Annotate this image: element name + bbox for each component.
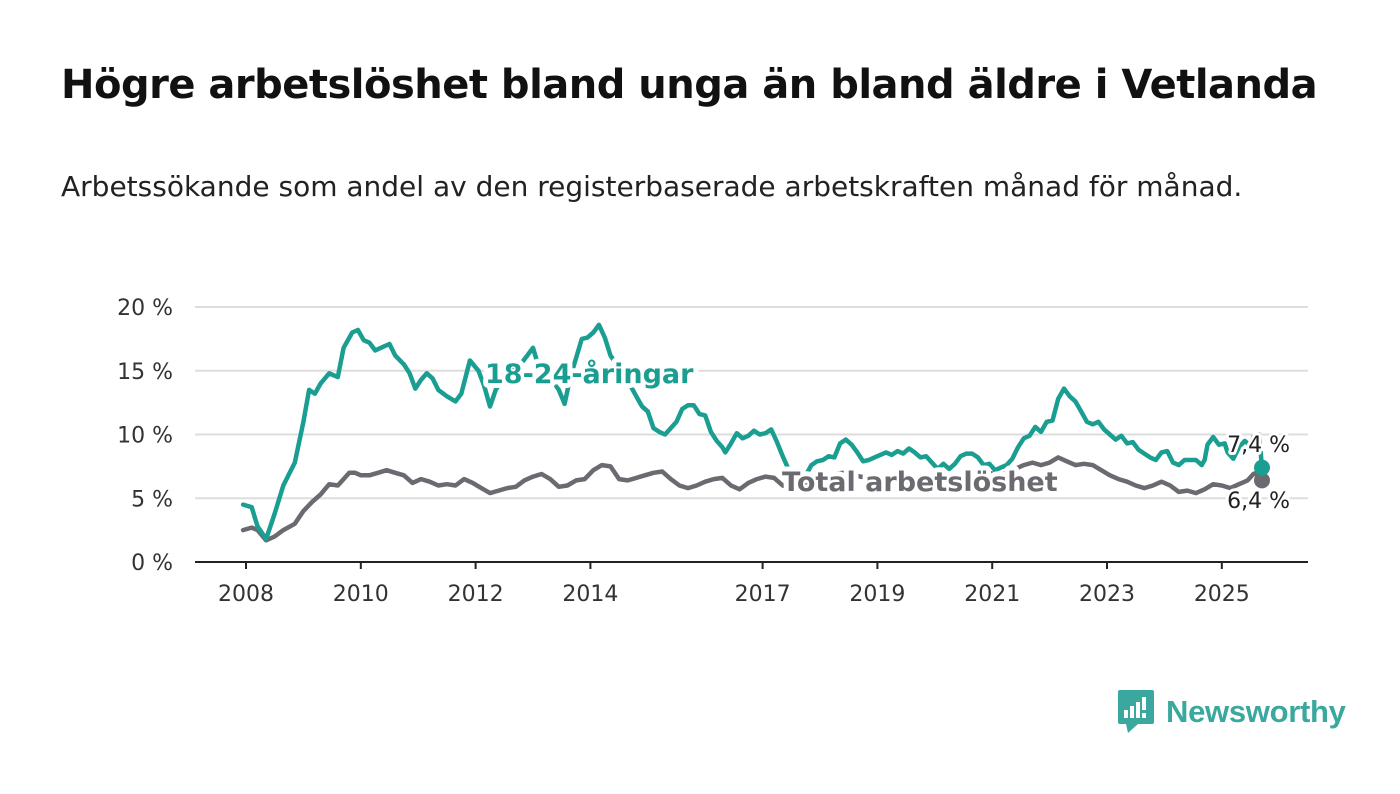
series-end-point-total-arbetsl-shet — [1254, 472, 1270, 489]
series-label-18-24-ringar: 18-24-åringar — [485, 358, 694, 390]
x-tick-label-2023: 2023 — [1079, 582, 1135, 607]
series-end-point-18-24-ringar — [1254, 459, 1270, 476]
page-subtitle: Arbetssökande som andel av den registerb… — [61, 170, 1243, 203]
series-label-total-arbetsl-shet: Total arbetslöshet — [782, 467, 1058, 498]
x-tick-label-2008: 2008 — [218, 582, 274, 607]
y-tick-label-15: 15 % — [117, 360, 173, 385]
x-tick-label-2021: 2021 — [964, 582, 1020, 607]
newsworthy-logo-icon — [1118, 690, 1154, 733]
y-tick-label-20: 20 % — [117, 296, 173, 321]
label-layer: 18-24-åringar Total arbetslöshet 7,4 % 6,4 … — [480, 353, 1293, 517]
end-value-label-total-arbetsl-shet: 6,4 % — [1227, 489, 1290, 514]
x-tick-label-2017: 2017 — [735, 582, 791, 607]
y-tick-label-5: 5 % — [131, 487, 173, 512]
x-tick-label-2014: 2014 — [562, 582, 618, 607]
x-tick-label-2025: 2025 — [1194, 582, 1250, 607]
page-title: Högre arbetslöshet bland unga än bland ä… — [61, 62, 1318, 108]
y-tick-label-10: 10 % — [117, 424, 173, 449]
newsworthy-logo: Newsworthy — [1118, 690, 1346, 734]
series-line-total-arbetsl-shet — [240, 455, 1265, 543]
brand-name: Newsworthy — [1166, 694, 1346, 729]
series-line-18-24-ringar — [240, 322, 1265, 542]
x-tick-label-2010: 2010 — [333, 582, 389, 607]
x-tick-label-2012: 2012 — [448, 582, 504, 607]
y-axis-labels: 0 % 5 % 10 % 15 % 20 % — [117, 296, 173, 576]
x-tick-label-2019: 2019 — [849, 582, 905, 607]
y-tick-label-0: 0 % — [131, 551, 173, 576]
end-value-label-18-24-ringar: 7,4 % — [1227, 433, 1290, 458]
x-axis-labels: 2008 2010 2012 2014 2017 2019 2021 2023 2025 — [218, 562, 1250, 607]
series-layer — [240, 322, 1270, 543]
